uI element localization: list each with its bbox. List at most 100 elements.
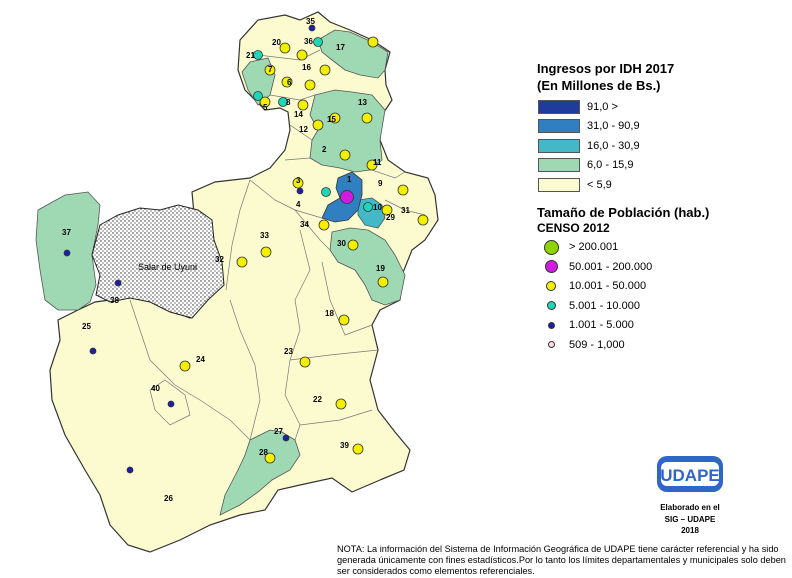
idh-legend-item: 6,0 - 15,9 [537,156,787,176]
population-legend-title: Tamaño de Población (hab.) [537,204,710,220]
population-symbol [546,281,556,292]
municipality-number: 12 [299,125,308,134]
idh-legend-label: < 5,9 [587,178,612,191]
municipality-number: 17 [336,43,345,52]
potosi-map: Salar de Uyuni 1 2 3 4 5 6 7 8 9 10 11 1… [35,11,439,553]
municipality-number: 1 [347,175,352,184]
municipality-number: 31 [401,206,410,215]
population-symbol [547,321,555,329]
municipality-number: 15 [327,115,336,124]
municipality-number: 10 [373,203,382,212]
municipality-number: 29 [386,213,395,222]
municipality-number: 26 [164,494,173,503]
population-legend-item: 10.001 - 50.000 [537,277,787,297]
population-legend-item: 1.001 - 5.000 [537,316,787,336]
population-symbol-cell [537,260,565,274]
municipality-number: 19 [376,264,385,273]
idh-legend-item: < 5,9 [537,175,787,195]
logo-wordmark: UDAPE [660,466,720,485]
municipality-number: 14 [294,110,303,119]
municipal-borders [129,49,426,441]
municipality-number: 13 [358,98,367,107]
population-markers [63,24,429,474]
municipality-number: 23 [284,347,293,356]
population-legend-item: 50.001 - 200.000 [537,257,787,277]
population-symbol [544,260,558,274]
municipality-number: 27 [274,427,283,436]
municipality-number: 38 [110,296,119,305]
municipality-number: 11 [373,158,382,167]
municipality-number: 3 [296,176,301,185]
population-symbol-cell [537,281,565,292]
map-legend: Ingresos por IDH 2017 (En Millones de Bs… [537,60,787,355]
population-symbol-cell [537,341,565,349]
municipality-number: 16 [302,63,311,72]
municipality-number: 21 [246,51,255,60]
population-legend-label: 5.001 - 10.000 [569,299,640,312]
disclaimer-note: NOTA: La información del Sistema de Info… [337,544,786,576]
idh-swatch [538,138,580,153]
idh-legend-item: 91,0 > [537,97,787,117]
municipality-number: 39 [340,441,349,450]
municipality-number: 25 [82,322,91,331]
population-symbol [543,239,559,255]
municipality-number: 7 [268,65,273,74]
logo-line-2: SIG – UDAPE [664,514,716,524]
municipality-number: 22 [313,395,322,404]
idh-swatch [538,119,580,134]
population-legend-item: 5.001 - 10.000 [537,296,787,316]
idh-legend-item: 16,0 - 30,9 [537,136,787,156]
municipality-numbers: 1 2 3 4 5 6 7 8 9 10 11 12 13 14 15 16 1… [62,17,410,503]
municipality-number: 28 [259,448,268,457]
population-symbol-cell [537,321,565,329]
idh-legend-subtitle: (En Millones de Bs.) [537,78,661,93]
municipality-number: 33 [260,231,269,240]
municipality-number: 2 [322,145,327,154]
idh-swatch [538,99,580,114]
population-legend-subtitle: CENSO 2012 [537,220,610,235]
municipality-number: 40 [151,384,160,393]
salar-label: Salar de Uyuni [138,262,197,272]
municipality-number: 30 [337,239,346,248]
logo-line-1: Elaborado en el [660,503,720,512]
population-legend-label: 1.001 - 5.000 [569,319,634,332]
municipality-number: 35 [306,17,315,26]
municipality-number: 4 [296,200,301,209]
population-legend-item: > 200.001 [537,238,787,258]
population-legend-label: > 200.001 [569,241,619,254]
population-symbol [546,301,556,311]
udape-logo-icon: UDAPE [657,456,723,492]
salar-de-uyuni [91,204,225,319]
idh-swatch [538,158,580,173]
population-legend-label: 10.001 - 50.000 [569,280,647,293]
idh-legend-label: 16,0 - 30,9 [587,139,640,152]
municipality-number: 8 [286,98,291,107]
municipality-number: 32 [215,255,224,264]
municipality-number: 18 [325,309,334,318]
municipality-number: 24 [196,355,205,364]
population-symbol [547,341,555,349]
municipality-number: 20 [272,38,281,47]
population-legend-label: 509 - 1,000 [569,338,625,351]
idh-legend-label: 6,0 - 15,9 [587,159,634,172]
region-28 [219,429,301,516]
municipality-number: 6 [287,78,292,87]
idh-legend-title: Ingresos por IDH 2017 [537,61,675,76]
population-symbol-cell [537,301,565,311]
region-13-15-2 [309,89,386,173]
municipality-number: 36 [304,37,313,46]
population-legend-item: 509 - 1,000 [537,335,787,355]
idh-legend-item: 31,0 - 90,9 [537,117,787,137]
population-legend-label: 50.001 - 200.000 [569,260,653,273]
idh-legend-label: 91,0 > [587,100,618,113]
idh-legend-label: 31,0 - 90,9 [587,120,640,133]
population-symbol-cell [537,239,565,255]
population-legend-rows: > 200.001 50.001 - 200.000 10.001 - 50.000… [537,238,787,355]
municipality-number: 5 [263,103,268,112]
logo-line-3: 2018 [681,526,699,535]
idh-legend-rows: 91,0 > 31,0 - 90,9 16,0 - 30,9 6,0 - 15,9 < … [537,97,787,195]
municipality-number: 37 [62,228,71,237]
udape-logo: UDAPE Elaborado en el SIG – UDAPE 2018 [645,452,735,536]
municipality-number: 9 [378,179,383,188]
municipality-number: 34 [300,220,309,229]
